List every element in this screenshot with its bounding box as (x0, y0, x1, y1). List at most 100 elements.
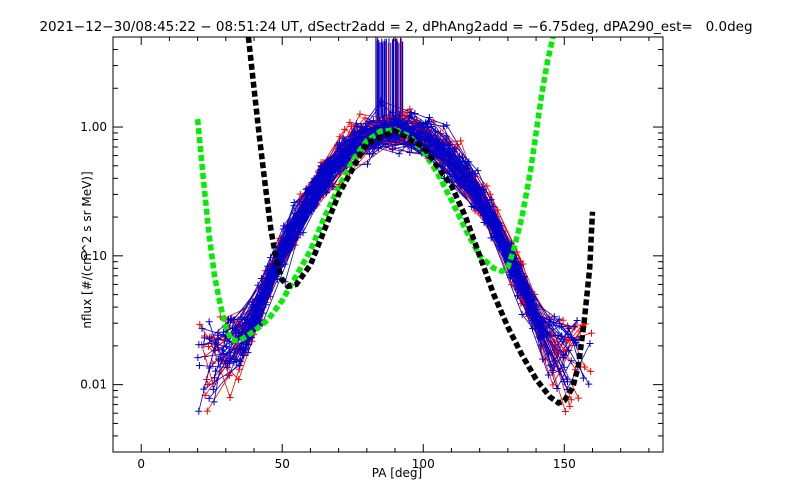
y-axis-label: nflux [#/(cm^2 s sr MeV)] (80, 171, 94, 328)
blue-data-point (339, 134, 347, 142)
blue-data-point (211, 347, 219, 355)
red-data-point (564, 323, 572, 331)
red-data-point (587, 367, 595, 375)
blue-data-point (411, 110, 419, 118)
blue-data-point (496, 219, 504, 227)
blue-data-point (325, 158, 333, 166)
red-data-point (348, 122, 356, 130)
red-data-point (561, 407, 569, 415)
red-data-point (296, 190, 304, 198)
blue-data-point (411, 129, 419, 137)
red-data-point (203, 407, 211, 415)
blue-data-point (210, 398, 218, 406)
blue-data-point (369, 145, 377, 153)
red-data-point (559, 316, 567, 324)
blue-data-point (195, 407, 203, 415)
blue-data-point (300, 198, 308, 206)
blue-data-point (225, 337, 233, 345)
plot-area (194, 37, 596, 415)
blue-data-point (496, 234, 504, 242)
red-data-point (567, 396, 575, 404)
blue-data-point (443, 121, 451, 129)
blue-data-point (546, 316, 554, 324)
y-tick-label: 1.00 (80, 120, 107, 134)
blue-data-point (586, 340, 594, 348)
blue-data-point (198, 324, 206, 332)
blue-data-point (434, 139, 442, 147)
blue-trace-line (247, 130, 590, 385)
blue-trace-line (198, 124, 554, 412)
blue-trace-line (204, 130, 542, 356)
blue-data-point (328, 163, 336, 171)
blue-data-point (540, 331, 548, 339)
blue-data-point (477, 198, 485, 206)
blue-data-point (406, 149, 414, 157)
blue-data-point (425, 135, 433, 143)
red-data-point (220, 336, 228, 344)
red-data-point (566, 402, 574, 410)
blue-trace-line (203, 125, 578, 390)
red-data-point (356, 110, 364, 118)
blue-trace-line (232, 139, 533, 329)
blue-data-point (352, 120, 360, 128)
blue-data-point (205, 394, 213, 402)
blue-data-point (507, 273, 515, 281)
blue-data-point (341, 136, 349, 144)
blue-trace-line (226, 127, 533, 354)
blue-data-point (195, 341, 203, 349)
red-data-point (453, 141, 461, 149)
blue-data-point (474, 167, 482, 175)
blue-data-point (387, 137, 395, 145)
blue-data-point (570, 323, 578, 331)
blue-data-point (544, 371, 552, 379)
blue-data-point (239, 351, 247, 359)
blue-data-point (323, 180, 331, 188)
blue-data-point (236, 345, 244, 353)
x-axis-label: PA [deg] (372, 466, 422, 480)
red-data-point (225, 372, 233, 380)
blue-data-point (570, 336, 578, 344)
red-data-point (226, 394, 234, 402)
blue-data-point (559, 353, 567, 361)
blue-data-point (210, 374, 218, 382)
x-tick-label: 150 (553, 457, 576, 471)
blue-data-point (227, 315, 235, 323)
blue-data-point (284, 233, 292, 241)
blue-data-point (200, 385, 208, 393)
blue-data-point (423, 120, 431, 128)
blue-data-point (518, 291, 526, 299)
y-tick-label: 0.01 (80, 378, 107, 392)
blue-data-point (439, 122, 447, 130)
blue-data-point (567, 357, 575, 365)
blue-data-point (579, 374, 587, 382)
blue-data-point (425, 114, 433, 122)
blue-data-point (431, 149, 439, 157)
blue-data-point (573, 317, 581, 325)
blue-data-point (558, 323, 566, 331)
blue-data-point (530, 296, 538, 304)
red-data-point (235, 376, 243, 384)
blue-data-point (553, 384, 561, 392)
blue-data-point (539, 355, 547, 363)
blue-data-point (565, 346, 573, 354)
blue-data-point (585, 380, 593, 388)
blue-data-point (529, 312, 537, 320)
blue-data-point (465, 158, 473, 166)
axes-layer: 0 50 100 150 0.01 0.10 1.00 (80, 36, 664, 471)
blue-trace-line (209, 134, 551, 369)
blue-data-point (322, 188, 330, 196)
blue-data-point (308, 178, 316, 186)
blue-data-point (222, 357, 230, 365)
blue-data-point (438, 139, 446, 147)
blue-data-point (195, 362, 203, 370)
blue-data-point (281, 246, 289, 254)
red-trace-line (251, 134, 586, 372)
blue-data-point (560, 363, 568, 371)
blue-data-point (486, 211, 494, 219)
blue-data-point (230, 358, 238, 366)
blue-data-point (272, 272, 280, 280)
blue-data-point (450, 170, 458, 178)
blue-data-point (518, 310, 526, 318)
y-tick-label: 0.10 (80, 249, 107, 263)
